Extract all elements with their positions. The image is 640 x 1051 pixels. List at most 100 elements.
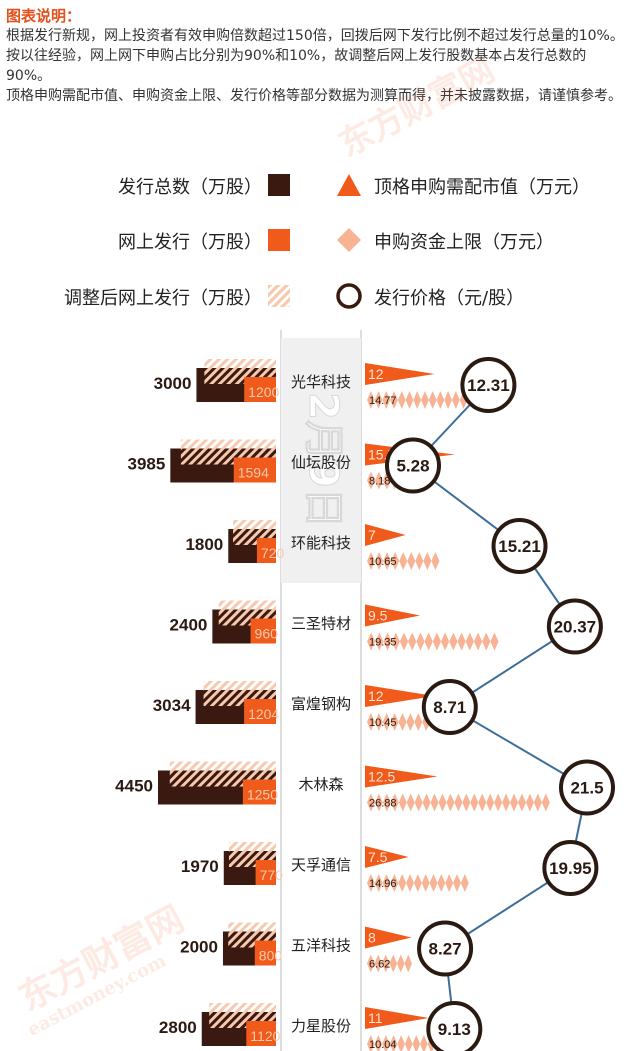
company-name: 力星股份: [291, 1017, 351, 1035]
legend-fund-limit-label: 申购资金上限（万元）: [374, 232, 554, 253]
price-label: 20.37: [554, 618, 597, 637]
market-value-triangle: [365, 685, 435, 707]
company-name: 环能科技: [291, 534, 351, 552]
price-line: [411, 384, 589, 1051]
fund-limit-diamond: [445, 874, 454, 892]
price-label: 8.71: [433, 698, 466, 717]
fund-limit-diamond: [398, 874, 407, 892]
market-value-triangle: [365, 846, 409, 868]
legend-diamond-icon: [337, 228, 361, 252]
market-value-label: 12.5: [368, 769, 395, 785]
fund-limit-diamond: [390, 391, 398, 409]
fund-limit-diamond: [382, 713, 391, 731]
fund-limit-label: 14.96: [369, 878, 397, 890]
online-bar: [246, 1021, 276, 1046]
fund-limit-diamond: [405, 391, 414, 409]
online-label: 1594: [238, 465, 269, 481]
fund-limit-diamond: [465, 632, 474, 651]
fund-limit-label: 6.62: [369, 959, 390, 971]
fund-limit-diamond: [382, 1035, 390, 1051]
legend-market-value-label: 顶格申购需配市值（万元）: [374, 177, 590, 198]
fund-limit-diamond: [397, 391, 406, 409]
market-value-label: 11: [368, 1010, 383, 1026]
fund-limit-diamond: [383, 632, 392, 651]
fund-limit-diamond: [533, 793, 542, 812]
fund-limit-diamond: [490, 632, 499, 651]
legend: 发行总数（万股） 网上发行（万股） 调整后网上发行（万股） 顶格申购需配市值（万…: [0, 160, 640, 320]
fund-limit-diamond: [397, 954, 405, 973]
fund-limit-diamond: [420, 1035, 428, 1051]
fund-limit-diamond: [431, 552, 440, 570]
legend-adjusted-label: 调整后网上发行（万股）: [64, 288, 262, 309]
fund-limit-diamond: [367, 874, 375, 892]
fund-limit-diamond: [404, 954, 413, 973]
price-circle: [426, 1001, 483, 1051]
fund-limit-diamond: [382, 874, 391, 892]
market-value-label: 7: [368, 527, 376, 543]
online-label: 960: [255, 626, 279, 642]
company-name: 三圣特材: [291, 615, 351, 633]
fund-limit-diamond: [374, 1035, 383, 1051]
fund-limit-diamond: [441, 632, 450, 651]
fund-limit-diamond: [473, 632, 483, 651]
fund-limit-diamond: [374, 874, 383, 892]
fund-limit-diamond: [541, 793, 550, 812]
market-value-label: 8: [368, 930, 376, 946]
price-label: 15.21: [498, 537, 541, 556]
note-title: 图表说明：: [6, 7, 82, 25]
fund-limit-diamond: [375, 632, 384, 651]
online-label: 720: [261, 545, 285, 561]
total-label: 1800: [185, 535, 223, 554]
fund-limit-diamond: [416, 632, 425, 651]
fund-limit-label: 10.65: [369, 556, 397, 568]
fund-limit-diamond: [449, 632, 458, 651]
fund-limit-diamond: [367, 391, 375, 409]
total-label: 3000: [154, 374, 192, 393]
fund-limit-label: 10.45: [369, 717, 397, 729]
fund-limit-diamond: [374, 793, 383, 812]
price-circle: [460, 357, 517, 413]
fund-limit-diamond: [428, 391, 437, 409]
price-circle: [491, 518, 548, 574]
fund-limit-diamond: [517, 793, 526, 812]
fund-limit-diamond: [414, 793, 423, 812]
market-value-triangle: [365, 363, 435, 385]
online-label: 1120: [250, 1028, 280, 1044]
price-circle: [385, 437, 441, 494]
fund-limit-diamond: [367, 552, 376, 570]
fund-limit-diamond: [390, 713, 399, 731]
fund-limit-diamond: [391, 552, 400, 570]
fund-limit-diamond: [478, 793, 487, 812]
total-label: 1970: [181, 857, 219, 876]
fund-limit-diamond: [399, 632, 409, 651]
online-label: 800: [259, 948, 283, 964]
fund-limit-diamond: [470, 793, 479, 812]
fund-limit-diamond: [430, 793, 439, 812]
market-value-triangle: [365, 524, 406, 546]
online-label: 770: [260, 867, 284, 883]
price-label: 5.28: [396, 457, 429, 476]
legend-circle-icon: [336, 283, 362, 309]
fund-limit-diamond: [374, 471, 383, 490]
fund-limit-diamond: [367, 1035, 375, 1051]
price-circle: [546, 598, 603, 655]
price-circle: [559, 759, 615, 816]
fund-limit-diamond: [391, 632, 400, 651]
fund-limit-diamond: [432, 632, 442, 651]
fund-limit-diamond: [374, 713, 383, 731]
date-badge: [281, 338, 361, 583]
fund-limit-diamond: [367, 713, 375, 731]
fund-limit-diamond: [399, 552, 408, 570]
total-label: 4450: [115, 777, 153, 796]
total-label: 3034: [153, 696, 191, 715]
online-bar: [233, 457, 276, 483]
legend-adjusted-swatch: [268, 285, 290, 307]
fund-limit-diamond: [413, 391, 422, 409]
fund-limit-diamond: [398, 713, 407, 731]
legend-total-label: 发行总数（万股）: [118, 177, 262, 198]
online-bar: [250, 618, 276, 644]
note-paragraph-2: 顶格申购需配市值、申购资金上限、发行价格等部分数据为测算而得，并未披露数据，请谨…: [6, 88, 622, 104]
fund-limit-diamond: [375, 552, 384, 570]
price-circle: [542, 840, 599, 896]
legend-total-swatch: [268, 174, 290, 196]
